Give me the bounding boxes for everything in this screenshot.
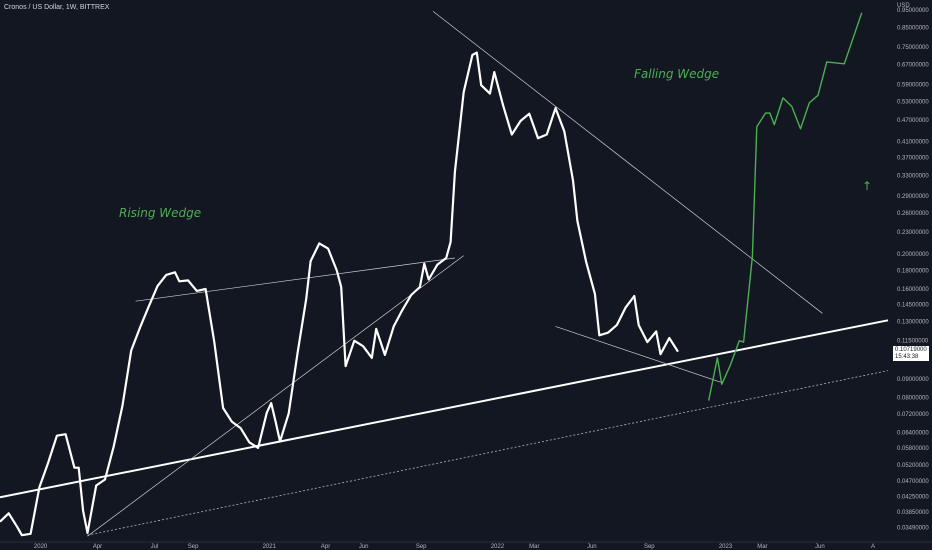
wedge-trendline [135, 257, 455, 302]
time-tick-label: 2023 [719, 544, 733, 550]
support-trendline [0, 319, 889, 499]
price-tick-label: 0.13000000 [897, 320, 929, 326]
price-tick-label: 0.53000000 [897, 99, 929, 105]
price-tick-label: 0.16000000 [897, 287, 929, 293]
price-tick-label: 0.26000000 [897, 211, 929, 217]
time-tick-label: Jun [587, 544, 597, 550]
price-tick-label: 0.85000000 [897, 25, 929, 31]
time-tick-label: 2022 [491, 544, 505, 550]
series-lines [0, 12, 863, 537]
price-tick-label: 0.04700000 [897, 479, 929, 485]
wedge-trendline [555, 326, 722, 383]
price-tick-label: 0.03850000 [897, 510, 929, 516]
time-tick-label: Sep [188, 544, 199, 550]
time-tick-label: Jun [815, 544, 825, 550]
price-tick-label: 0.05800000 [897, 446, 929, 452]
price-tick-label: 0.37000000 [897, 156, 929, 162]
price-tick-label: 0.03490000 [897, 525, 929, 531]
time-tick-label: 2020 [34, 544, 48, 550]
time-tick-label: Mar [529, 544, 539, 550]
time-tick-label: 2021 [263, 544, 277, 550]
rising-wedge-label: Rising Wedge [119, 206, 202, 220]
bar-countdown: 15:43:38 [895, 354, 919, 360]
current-price-value: 0.10719000 [895, 347, 927, 353]
price-tick-label: 0.59000000 [897, 83, 929, 89]
time-tick-label: Jun [359, 544, 369, 550]
price-tick-label: 0.14500000 [897, 302, 929, 308]
time-tick-label: Jul [151, 544, 159, 550]
time-tick-label: Apr [321, 544, 330, 550]
wedge-trendline [432, 11, 823, 314]
price-tick-label: 0.09000000 [897, 377, 929, 383]
price-tick-label: 0.20000000 [897, 252, 929, 258]
price-tick-label: 0.08000000 [897, 396, 929, 402]
price-tick-label: 0.07200000 [897, 412, 929, 418]
price-tick-label: 0.29000000 [897, 194, 929, 200]
time-tick-label: Mar [757, 544, 767, 550]
dotted-trendline [87, 370, 889, 536]
wedge-trendline [87, 255, 464, 537]
price-tick-label: 0.67000000 [897, 63, 929, 69]
price-tick-label: 0.05200000 [897, 463, 929, 469]
price-tick-label: 0.41000000 [897, 140, 929, 146]
current-price-tag: 0.10719000 15:43:38 [893, 346, 929, 361]
chart-header: Cronos / US Dollar, 1W, BITTREX [4, 4, 110, 11]
price-tick-label: 0.47000000 [897, 118, 929, 124]
price-axis[interactable]: 0.95000000 0.85000000 0.75000000 0.67000000… [897, 8, 929, 531]
price-tick-label: 0.18000000 [897, 269, 929, 275]
price-axis-unit: USD [897, 3, 910, 9]
up-arrow-icon: ↑ [862, 179, 872, 193]
price-tick-label: 0.95000000 [897, 8, 929, 14]
time-tick-label: Sep [416, 544, 427, 550]
price-tick-label: 0.33000000 [897, 174, 929, 180]
price-tick-label: 0.23000000 [897, 230, 929, 236]
price-tick-label: 0.04250000 [897, 495, 929, 501]
price-tick-label: 0.06400000 [897, 431, 929, 437]
time-tick-label: A [871, 544, 875, 550]
price-tick-label: 0.75000000 [897, 45, 929, 51]
time-axis[interactable]: 2020 Apr Jul Sep 2021 Apr Jun Sep 2022 Mar Jun Sep 2… [34, 544, 875, 550]
price-series-line [0, 51, 679, 537]
time-tick-label: Sep [644, 544, 655, 550]
projection-series-line [708, 12, 863, 401]
trendlines [0, 11, 889, 537]
falling-wedge-label: Falling Wedge [634, 67, 720, 81]
price-tick-label: 0.11500000 [897, 339, 929, 345]
time-tick-label: Apr [93, 544, 102, 550]
